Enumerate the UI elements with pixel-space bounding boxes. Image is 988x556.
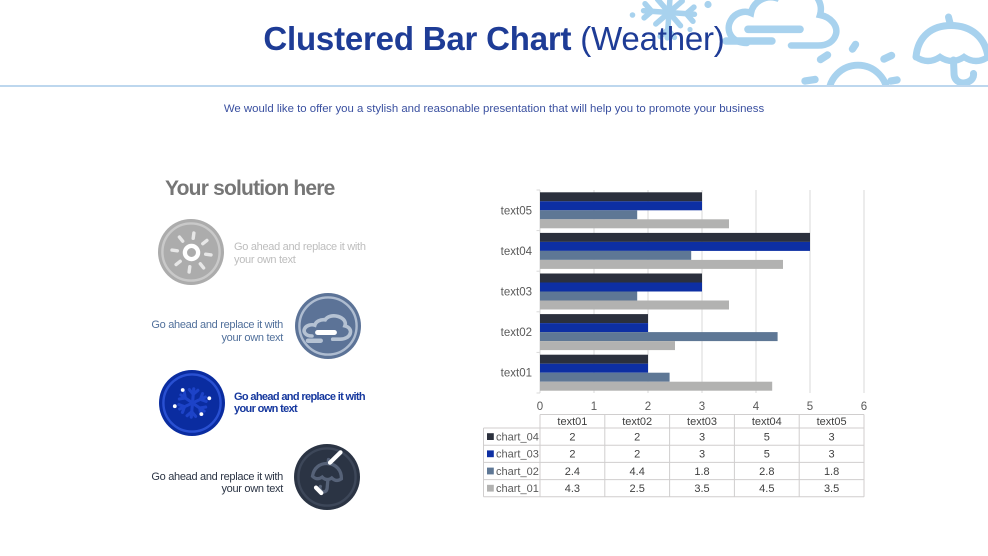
svg-text:text02: text02 <box>501 327 532 339</box>
svg-text:4: 4 <box>753 401 760 413</box>
svg-text:0: 0 <box>537 401 543 413</box>
svg-text:text02: text02 <box>622 416 652 428</box>
svg-text:2: 2 <box>645 401 651 413</box>
svg-text:text03: text03 <box>501 287 532 299</box>
svg-text:text05: text05 <box>817 416 847 428</box>
svg-text:5: 5 <box>764 449 770 461</box>
svg-text:5: 5 <box>807 401 813 413</box>
svg-text:chart_03: chart_03 <box>496 449 539 461</box>
svg-text:3: 3 <box>699 432 705 444</box>
svg-text:text03: text03 <box>687 416 717 428</box>
svg-text:3.5: 3.5 <box>824 483 839 495</box>
svg-text:3: 3 <box>829 432 835 444</box>
svg-text:text01: text01 <box>501 368 532 380</box>
svg-text:2.8: 2.8 <box>759 466 774 478</box>
svg-text:3: 3 <box>699 401 705 413</box>
svg-text:4.3: 4.3 <box>565 483 580 495</box>
svg-text:5: 5 <box>764 432 770 444</box>
svg-text:1.8: 1.8 <box>694 466 709 478</box>
svg-text:4.4: 4.4 <box>630 466 645 478</box>
svg-text:3.5: 3.5 <box>694 483 709 495</box>
svg-text:6: 6 <box>861 401 867 413</box>
svg-text:1.8: 1.8 <box>824 466 839 478</box>
svg-text:2.5: 2.5 <box>630 483 645 495</box>
svg-text:4.5: 4.5 <box>759 483 774 495</box>
svg-text:text04: text04 <box>501 246 533 258</box>
svg-text:chart_01: chart_01 <box>496 483 539 495</box>
svg-text:3: 3 <box>829 449 835 461</box>
svg-text:text04: text04 <box>752 416 782 428</box>
svg-text:2.4: 2.4 <box>565 466 580 478</box>
svg-text:text01: text01 <box>557 416 587 428</box>
svg-text:2: 2 <box>569 449 575 461</box>
svg-text:2: 2 <box>569 432 575 444</box>
svg-text:chart_02: chart_02 <box>496 466 539 478</box>
svg-text:1: 1 <box>591 401 597 413</box>
svg-text:2: 2 <box>634 432 640 444</box>
svg-text:text05: text05 <box>501 205 532 217</box>
svg-text:2: 2 <box>634 449 640 461</box>
svg-text:chart_04: chart_04 <box>496 432 539 444</box>
svg-text:3: 3 <box>699 449 705 461</box>
